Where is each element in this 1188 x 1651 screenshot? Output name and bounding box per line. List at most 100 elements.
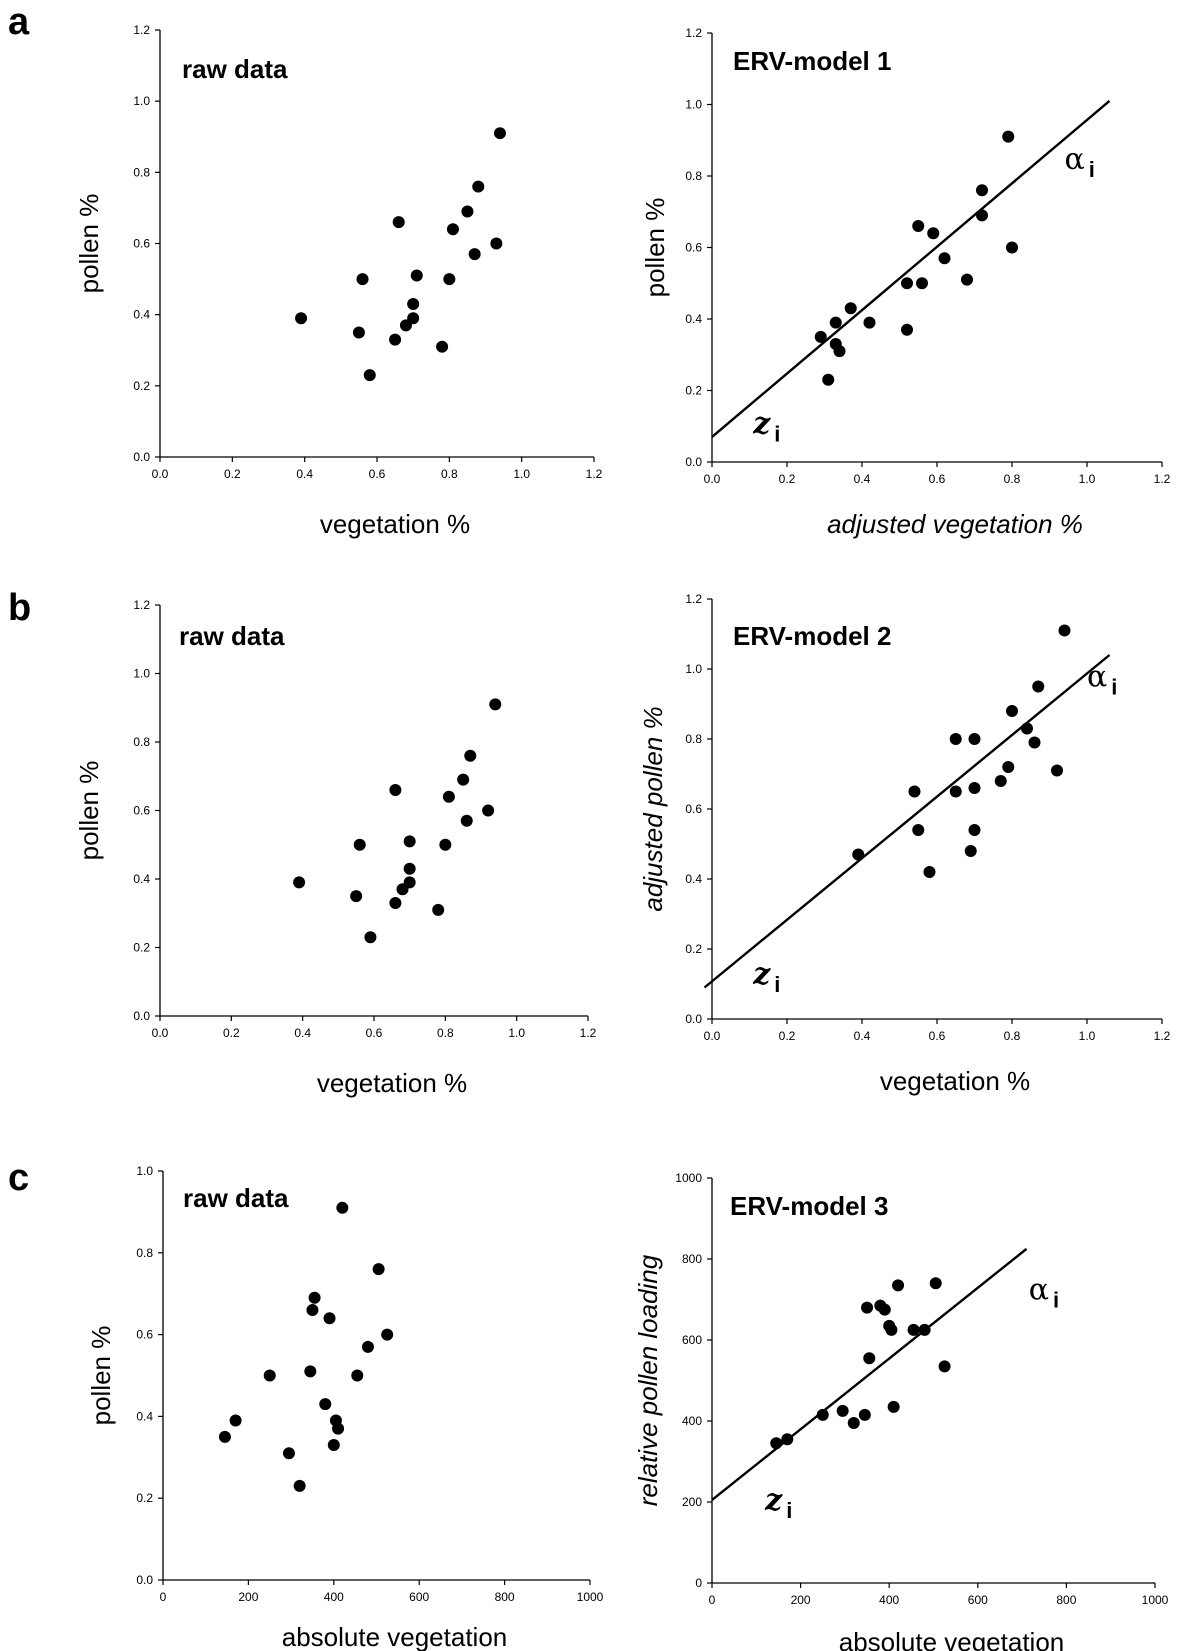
regression-line [711,100,1111,438]
chart-title: raw data [183,1183,289,1213]
data-point [443,273,456,286]
x-tick-label: 0.6 [929,1029,946,1043]
x-tick-label: 1.0 [1079,472,1096,486]
x-tick-label: 600 [968,1593,988,1607]
data-point [887,1400,900,1413]
data-point [781,1433,794,1446]
x-tick-label: 0.6 [929,472,946,486]
y-axis-label: pollen % [74,761,104,861]
data-point [938,252,951,265]
y-tick-label: 1.0 [133,94,150,108]
y-tick-label: 0.8 [133,735,150,749]
data-point [847,1417,860,1430]
data-point [901,323,913,336]
data-point [938,1360,951,1373]
y-tick-label: 0.4 [136,1409,153,1423]
x-tick-label: 0.6 [369,467,386,481]
data-point [457,773,470,786]
data-point [363,369,376,382]
x-tick-label: 1.2 [1154,1029,1171,1043]
data-point [976,209,988,222]
data-point [844,302,857,315]
y-tick-label: 0.6 [133,804,150,818]
chart-5: 0 200 400 600 800 1000 0.0 0.2 0.4 0.6 0.8 1.0 raw d… [86,1164,604,1651]
data-point [436,340,449,353]
y-tick-label: 0.8 [685,732,702,746]
data-point [923,866,936,878]
data-point [361,1340,374,1353]
data-point [968,733,981,745]
data-point [403,876,416,889]
chart-2: 0.0 0.2 0.4 0.6 0.8 1.0 1.2 0.0 0.2 0.4 0.6 0.8 1.0 1… [640,26,1171,539]
data-point [927,227,940,240]
data-point [968,824,981,836]
y-tick-label: 0.2 [133,379,150,393]
data-point [490,237,503,250]
x-axis-label: vegetation % [880,1066,1030,1096]
y-tick-label: 0.8 [685,169,702,183]
x-axis-label: adjusted vegetation % [827,509,1083,539]
data-point [350,890,363,903]
data-point [353,838,366,851]
data-point [949,785,962,798]
chart-6: 0 200 400 600 800 1000 0 200 400 600 800 1000 ERV-mo… [633,1171,1169,1651]
data-point [822,373,835,386]
y-tick-label: 0.8 [136,1246,153,1260]
y-tick-label: 0.4 [685,312,702,326]
y-tick-label: 0.4 [685,872,702,886]
x-tick-label: 0.4 [294,1026,311,1040]
data-point [961,273,973,286]
data-point [929,1277,942,1290]
data-point [351,1369,364,1382]
x-tick-label: 1.2 [586,467,603,481]
x-tick-label: 0.8 [1004,1029,1021,1043]
y-tick-label: 1.2 [133,23,150,37]
y-tick-label: 1.2 [685,26,702,40]
data-point [442,790,455,803]
x-tick-label: 0.6 [366,1026,383,1040]
data-point [308,1291,321,1304]
y-axis-label: pollen % [640,198,670,298]
y-tick-label: 0.0 [685,1012,702,1026]
data-point [460,814,473,827]
data-point [295,312,308,325]
data-point [364,931,377,944]
x-tick-label: 0.2 [224,467,241,481]
data-point [489,698,502,711]
y-tick-label: 0.2 [685,942,702,956]
y-tick-label: 0.0 [685,455,702,469]
x-tick-label: 0.0 [152,1026,169,1040]
data-point [432,903,445,916]
y-axis-label: pollen % [74,194,104,294]
chart-title: raw data [179,621,285,651]
y-tick-label: 200 [682,1495,702,1509]
x-tick-label: 0.4 [854,472,871,486]
data-point [352,326,365,339]
data-point [472,180,485,193]
data-point [468,248,481,261]
data-point [976,184,988,197]
chart-4: 0.0 0.2 0.4 0.6 0.8 1.0 1.2 0.0 0.2 0.4 0.6 0.8 1.0 1… [638,592,1171,1096]
x-axis-label: absolute vegetation [282,1622,508,1651]
data-point [482,804,495,817]
y-tick-label: 0.0 [133,450,150,464]
data-point [1058,624,1071,637]
data-point [852,848,865,861]
x-tick-label: 1.0 [508,1026,525,1040]
y-tick-label: 1.2 [133,598,150,612]
y-tick-label: 1.0 [136,1164,153,1178]
data-point [863,1352,876,1365]
x-tick-label: 1.0 [1079,1029,1096,1043]
data-point [263,1369,276,1382]
x-tick-label: 0.2 [223,1026,240,1040]
data-point [403,835,416,848]
data-point [863,316,876,329]
y-tick-label: 0.2 [136,1491,153,1505]
y-tick-label: 0.0 [133,1009,150,1023]
y-axis-label: adjusted pollen % [638,706,668,911]
x-tick-label: 200 [238,1590,258,1604]
data-point [464,749,477,762]
